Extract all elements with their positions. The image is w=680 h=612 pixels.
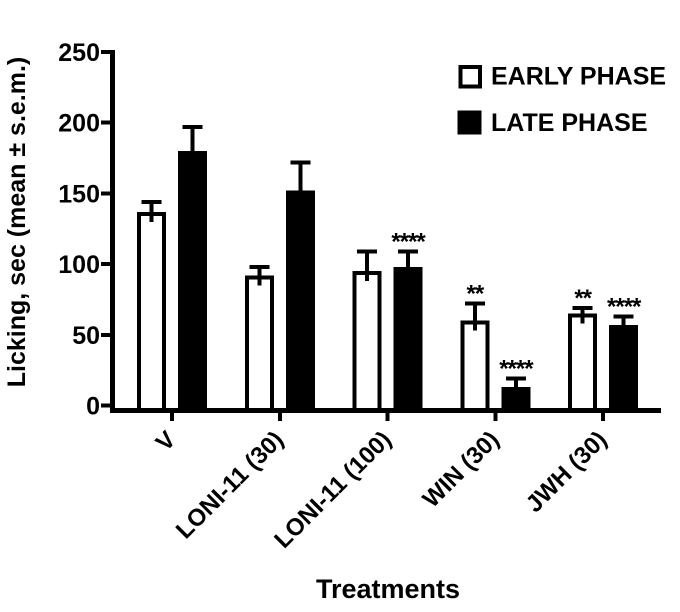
legend-swatch-early-phase bbox=[458, 65, 482, 89]
bar-late-phase-2 bbox=[393, 266, 423, 412]
x-category-label: WIN (30) bbox=[418, 426, 505, 513]
significance-label: ** bbox=[467, 281, 485, 308]
bar-late-phase-1 bbox=[285, 190, 315, 412]
bar-early-phase-3 bbox=[460, 320, 490, 412]
bar-early-phase-0 bbox=[137, 211, 166, 412]
x-category-label: JWH (30) bbox=[521, 426, 613, 518]
bar-early-phase-2 bbox=[352, 271, 382, 413]
y-tick-label: 50 bbox=[72, 322, 100, 350]
legend-label-late-phase: LATE PHASE bbox=[491, 109, 648, 137]
bar-early-phase-4 bbox=[568, 313, 598, 412]
significance-label: **** bbox=[607, 293, 642, 320]
bar-early-phase-1 bbox=[244, 275, 274, 412]
x-category-label: V bbox=[151, 426, 181, 456]
significance-label: **** bbox=[499, 356, 534, 383]
significance-label: **** bbox=[391, 228, 426, 255]
y-tick-label: 0 bbox=[86, 393, 100, 421]
y-tick-label: 200 bbox=[58, 110, 100, 138]
y-tick-label: 100 bbox=[58, 251, 100, 279]
y-tick-label: 250 bbox=[58, 39, 100, 67]
x-category-label: LONI-11 (30) bbox=[171, 426, 289, 544]
x-axis-title: Treatments bbox=[316, 574, 460, 604]
y-tick-label: 150 bbox=[58, 180, 100, 208]
legend-swatch-late-phase bbox=[457, 110, 482, 135]
bar-late-phase-4 bbox=[609, 324, 639, 412]
bar-late-phase-0 bbox=[178, 150, 207, 413]
legend-label-early-phase: EARLY PHASE bbox=[491, 63, 666, 91]
y-axis-title: Licking, sec (mean ± s.e.m.) bbox=[3, 57, 31, 388]
significance-label: ** bbox=[574, 285, 592, 312]
